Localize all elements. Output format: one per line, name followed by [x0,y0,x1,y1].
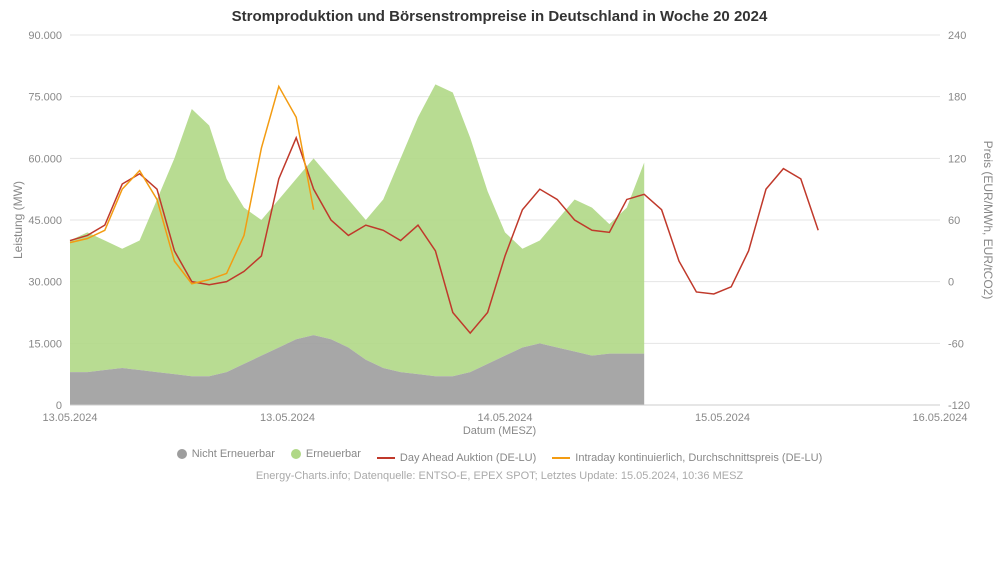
chart-svg: 015.00030.00045.00060.00075.00090.000-12… [70,35,940,405]
legend-item: Nicht Erneuerbar [177,448,275,460]
svg-text:0: 0 [948,277,954,289]
svg-text:60: 60 [948,215,960,227]
chart-footer: Energy-Charts.info; Datenquelle: ENTSO-E… [0,470,999,482]
chart-container: Stromproduktion und Börsenstrompreise in… [0,0,999,562]
legend-label: Nicht Erneuerbar [192,448,275,460]
legend-swatch [552,457,570,459]
svg-text:15.000: 15.000 [28,338,62,350]
svg-text:16.05.2024: 16.05.2024 [912,412,967,424]
legend-item: Day Ahead Auktion (DE-LU) [377,452,536,464]
svg-text:13.05.2024: 13.05.2024 [260,412,315,424]
svg-text:14.05.2024: 14.05.2024 [477,412,532,424]
svg-text:15.05.2024: 15.05.2024 [695,412,750,424]
svg-text:-60: -60 [948,338,964,350]
chart-title: Stromproduktion und Börsenstrompreise in… [0,8,999,25]
svg-text:120: 120 [948,153,966,165]
svg-text:180: 180 [948,92,966,104]
plot-area: 015.00030.00045.00060.00075.00090.000-12… [70,35,940,405]
svg-text:60.000: 60.000 [28,153,62,165]
svg-text:45.000: 45.000 [28,215,62,227]
svg-text:Leistung (MW): Leistung (MW) [11,181,25,259]
legend-label: Erneuerbar [306,448,361,460]
legend-item: Erneuerbar [291,448,361,460]
legend: Nicht Erneuerbar Erneuerbar Day Ahead Aukt… [0,448,999,464]
svg-text:75.000: 75.000 [28,92,62,104]
legend-swatch [377,457,395,459]
svg-text:30.000: 30.000 [28,277,62,289]
legend-item: Intraday kontinuierlich, Durchschnittspr… [552,452,822,464]
legend-swatch [291,449,301,459]
legend-label: Day Ahead Auktion (DE-LU) [400,452,536,464]
svg-text:13.05.2024: 13.05.2024 [42,412,97,424]
x-axis-title: Datum (MESZ) [0,425,999,437]
svg-text:Preis (EUR/MWh, EUR/tCO2): Preis (EUR/MWh, EUR/tCO2) [981,141,995,300]
legend-swatch [177,449,187,459]
svg-text:0: 0 [56,400,62,412]
legend-label: Intraday kontinuierlich, Durchschnittspr… [575,452,822,464]
svg-text:90.000: 90.000 [28,30,62,42]
svg-text:-120: -120 [948,400,970,412]
svg-text:240: 240 [948,30,966,42]
